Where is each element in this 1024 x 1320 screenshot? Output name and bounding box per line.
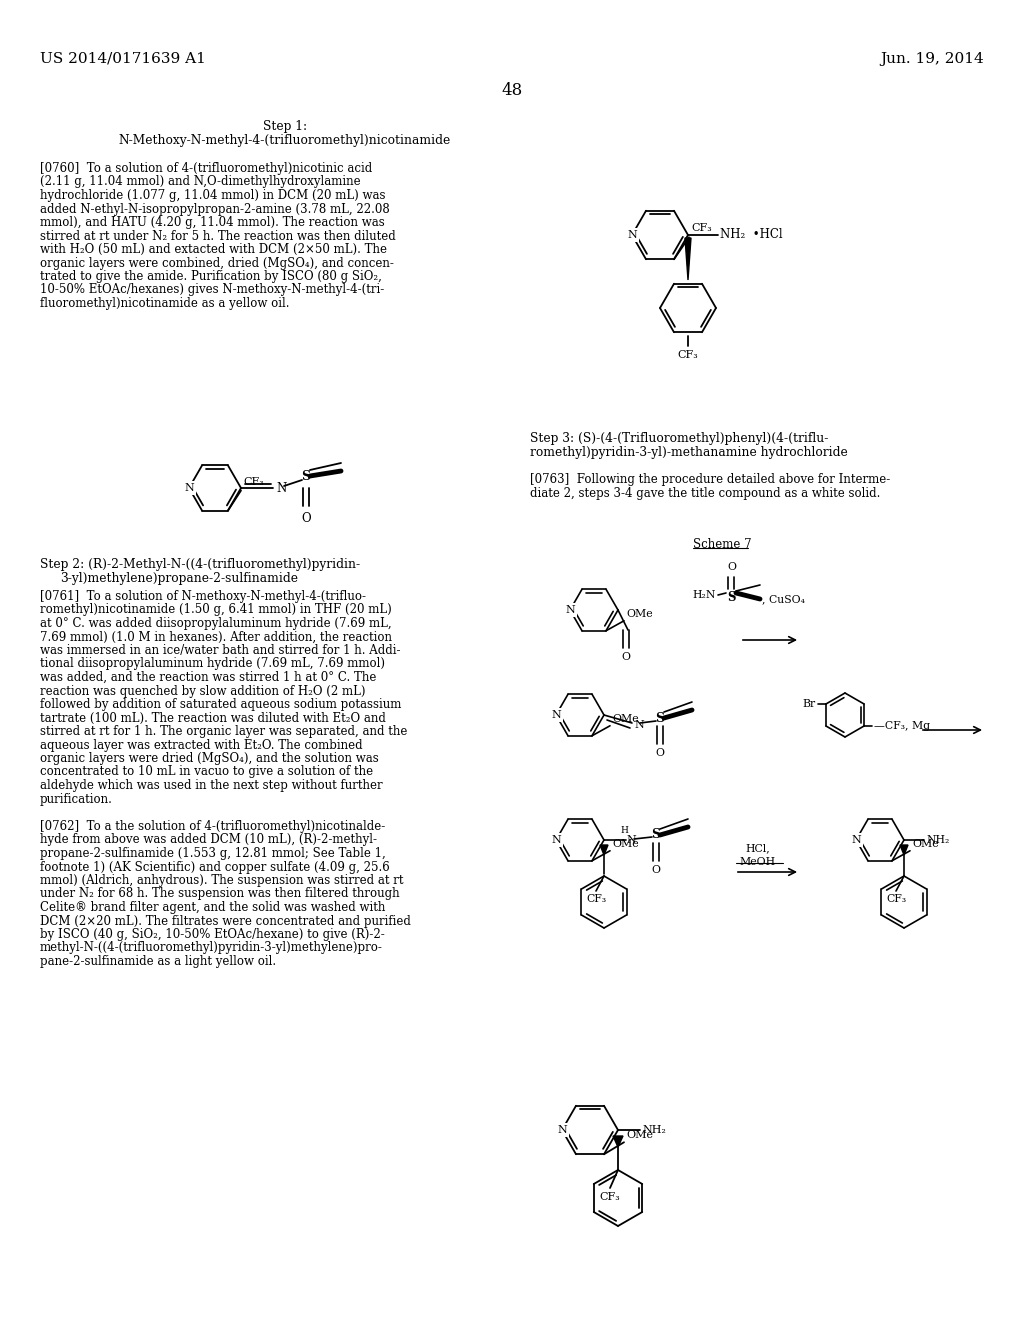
Text: US 2014/0171639 A1: US 2014/0171639 A1 [40, 51, 206, 66]
Text: N: N [557, 1125, 567, 1135]
Text: (2.11 g, 11.04 mmol) and N,O-dimethylhydroxylamine: (2.11 g, 11.04 mmol) and N,O-dimethylhyd… [40, 176, 360, 189]
Text: NH₂: NH₂ [926, 836, 949, 845]
Text: [0760]  To a solution of 4-(trifluoromethyl)nicotinic acid: [0760] To a solution of 4-(trifluorometh… [40, 162, 373, 176]
Text: N: N [565, 605, 574, 615]
Text: OMe: OMe [626, 609, 652, 619]
Text: concentrated to 10 mL in vacuo to give a solution of the: concentrated to 10 mL in vacuo to give a… [40, 766, 373, 779]
Text: organic layers were combined, dried (MgSO₄), and concen-: organic layers were combined, dried (MgS… [40, 256, 394, 269]
Text: CF₃: CF₃ [586, 894, 606, 904]
Text: OMe: OMe [626, 1130, 653, 1140]
Text: Scheme 7: Scheme 7 [693, 539, 752, 550]
Text: —CF₃, Mg: —CF₃, Mg [874, 721, 930, 731]
Text: O: O [651, 865, 660, 875]
Text: under N₂ for 68 h. The suspension was then filtered through: under N₂ for 68 h. The suspension was th… [40, 887, 399, 900]
Text: fluoromethyl)nicotinamide as a yellow oil.: fluoromethyl)nicotinamide as a yellow oi… [40, 297, 290, 310]
Text: CF₃: CF₃ [691, 223, 712, 234]
Text: S: S [651, 829, 660, 842]
Text: MeOH: MeOH [740, 857, 776, 867]
Text: Celite® brand filter agent, and the solid was washed with: Celite® brand filter agent, and the soli… [40, 902, 385, 913]
Text: Step 2: (R)-2-Methyl-N-((4-(trifluoromethyl)pyridin-: Step 2: (R)-2-Methyl-N-((4-(trifluoromet… [40, 558, 360, 572]
Text: stirred at rt for 1 h. The organic layer was separated, and the: stirred at rt for 1 h. The organic layer… [40, 725, 408, 738]
Text: [0761]  To a solution of N-methoxy-N-methyl-4-(trifluo-: [0761] To a solution of N-methoxy-N-meth… [40, 590, 366, 603]
Text: CF₃: CF₃ [678, 350, 698, 360]
Polygon shape [613, 1137, 623, 1147]
Text: HCl,: HCl, [745, 843, 770, 853]
Polygon shape [600, 845, 608, 855]
Text: CF₃: CF₃ [886, 894, 906, 904]
Text: O: O [655, 748, 665, 758]
Text: pane-2-sulfinamide as a light yellow oil.: pane-2-sulfinamide as a light yellow oil… [40, 954, 276, 968]
Text: N: N [551, 836, 561, 845]
Polygon shape [900, 845, 908, 855]
Text: romethyl)nicotinamide (1.50 g, 6.41 mmol) in THF (20 mL): romethyl)nicotinamide (1.50 g, 6.41 mmol… [40, 603, 392, 616]
Text: N: N [851, 836, 861, 845]
Text: purification.: purification. [40, 792, 113, 805]
Text: reaction was quenched by slow addition of H₂O (2 mL): reaction was quenched by slow addition o… [40, 685, 366, 697]
Text: hydrochloride (1.077 g, 11.04 mmol) in DCM (20 mL) was: hydrochloride (1.077 g, 11.04 mmol) in D… [40, 189, 385, 202]
Text: H: H [620, 826, 628, 836]
Text: S: S [655, 711, 665, 725]
Polygon shape [685, 238, 691, 280]
Text: by ISCO (40 g, SiO₂, 10-50% EtOAc/hexane) to give (R)-2-: by ISCO (40 g, SiO₂, 10-50% EtOAc/hexane… [40, 928, 385, 941]
Text: [0763]  Following the procedure detailed above for Interme-: [0763] Following the procedure detailed … [530, 473, 890, 486]
Text: N: N [634, 719, 644, 730]
Text: was immersed in an ice/water bath and stirred for 1 h. Addi-: was immersed in an ice/water bath and st… [40, 644, 400, 657]
Text: O: O [622, 652, 631, 663]
Text: NH₂: NH₂ [642, 1125, 666, 1135]
Text: N: N [276, 482, 287, 495]
Text: mmol), and HATU (4.20 g, 11.04 mmol). The reaction was: mmol), and HATU (4.20 g, 11.04 mmol). Th… [40, 216, 385, 228]
Text: with H₂O (50 mL) and extacted with DCM (2×50 mL). The: with H₂O (50 mL) and extacted with DCM (… [40, 243, 387, 256]
Text: N-Methoxy-N-methyl-4-(trifluoromethyl)nicotinamide: N-Methoxy-N-methyl-4-(trifluoromethyl)ni… [119, 135, 452, 147]
Text: Step 1:: Step 1: [263, 120, 307, 133]
Text: 10-50% EtOAc/hexanes) gives N-methoxy-N-methyl-4-(tri-: 10-50% EtOAc/hexanes) gives N-methoxy-N-… [40, 284, 384, 297]
Text: organic layers were dried (MgSO₄), and the solution was: organic layers were dried (MgSO₄), and t… [40, 752, 379, 766]
Text: aldehyde which was used in the next step without further: aldehyde which was used in the next step… [40, 779, 383, 792]
Text: N: N [627, 230, 637, 240]
Text: hyde from above was added DCM (10 mL), (R)-2-methyl-: hyde from above was added DCM (10 mL), (… [40, 833, 377, 846]
Text: O: O [301, 512, 311, 525]
Text: 48: 48 [502, 82, 522, 99]
Text: footnote 1) (AK Scientific) and copper sulfate (4.09 g, 25.6: footnote 1) (AK Scientific) and copper s… [40, 861, 390, 874]
Text: Jun. 19, 2014: Jun. 19, 2014 [881, 51, 984, 66]
Text: OMe: OMe [612, 838, 639, 849]
Text: N: N [551, 710, 561, 719]
Text: NH₂  •HCl: NH₂ •HCl [720, 228, 782, 242]
Text: N: N [184, 483, 194, 492]
Text: at 0° C. was added diisopropylaluminum hydride (7.69 mL,: at 0° C. was added diisopropylaluminum h… [40, 616, 391, 630]
Text: Br: Br [803, 700, 816, 709]
Text: diate 2, steps 3-4 gave the title compound as a white solid.: diate 2, steps 3-4 gave the title compou… [530, 487, 881, 499]
Text: S: S [727, 591, 735, 605]
Text: CF₃: CF₃ [243, 477, 264, 487]
Text: CF₃: CF₃ [600, 1192, 621, 1203]
Text: methyl-N-((4-(trifluoromethyl)pyridin-3-yl)methylene)pro-: methyl-N-((4-(trifluoromethyl)pyridin-3-… [40, 941, 383, 954]
Text: [0762]  To a the solution of 4-(trifluoromethyl)nicotinalde-: [0762] To a the solution of 4-(trifluoro… [40, 820, 385, 833]
Text: tartrate (100 mL). The reaction was diluted with Et₂O and: tartrate (100 mL). The reaction was dilu… [40, 711, 386, 725]
Text: mmol) (Aldrich, anhydrous). The suspension was stirred at rt: mmol) (Aldrich, anhydrous). The suspensi… [40, 874, 403, 887]
Text: propane-2-sulfinamide (1.553 g, 12.81 mmol; See Table 1,: propane-2-sulfinamide (1.553 g, 12.81 mm… [40, 847, 386, 861]
Text: Step 3: (S)-(4-(Trifluoromethyl)phenyl)(4-(triflu-: Step 3: (S)-(4-(Trifluoromethyl)phenyl)(… [530, 432, 828, 445]
Text: OMe: OMe [912, 838, 939, 849]
Text: N: N [626, 836, 636, 845]
Text: was added, and the reaction was stirred 1 h at 0° C. The: was added, and the reaction was stirred … [40, 671, 377, 684]
Text: H₂N: H₂N [692, 590, 716, 601]
Text: stirred at rt under N₂ for 5 h. The reaction was then diluted: stirred at rt under N₂ for 5 h. The reac… [40, 230, 395, 243]
Text: DCM (2×20 mL). The filtrates were concentrated and purified: DCM (2×20 mL). The filtrates were concen… [40, 915, 411, 928]
Text: followed by addition of saturated aqueous sodium potassium: followed by addition of saturated aqueou… [40, 698, 401, 711]
Text: 3-yl)methylene)propane-2-sulfinamide: 3-yl)methylene)propane-2-sulfinamide [60, 572, 298, 585]
Text: O: O [727, 562, 736, 572]
Text: tional diisopropylaluminum hydride (7.69 mL, 7.69 mmol): tional diisopropylaluminum hydride (7.69… [40, 657, 385, 671]
Text: 7.69 mmol) (1.0 M in hexanes). After addition, the reaction: 7.69 mmol) (1.0 M in hexanes). After add… [40, 631, 392, 644]
Text: romethyl)pyridin-3-yl)-methanamine hydrochloride: romethyl)pyridin-3-yl)-methanamine hydro… [530, 446, 848, 459]
Text: S: S [301, 470, 310, 483]
Text: trated to give the amide. Purification by ISCO (80 g SiO₂,: trated to give the amide. Purification b… [40, 271, 382, 282]
Text: added N-ethyl-N-isopropylpropan-2-amine (3.78 mL, 22.08: added N-ethyl-N-isopropylpropan-2-amine … [40, 202, 390, 215]
Text: , CuSO₄: , CuSO₄ [762, 594, 805, 605]
Text: aqueous layer was extracted with Et₂O. The combined: aqueous layer was extracted with Et₂O. T… [40, 738, 362, 751]
Text: OMe: OMe [612, 714, 639, 723]
